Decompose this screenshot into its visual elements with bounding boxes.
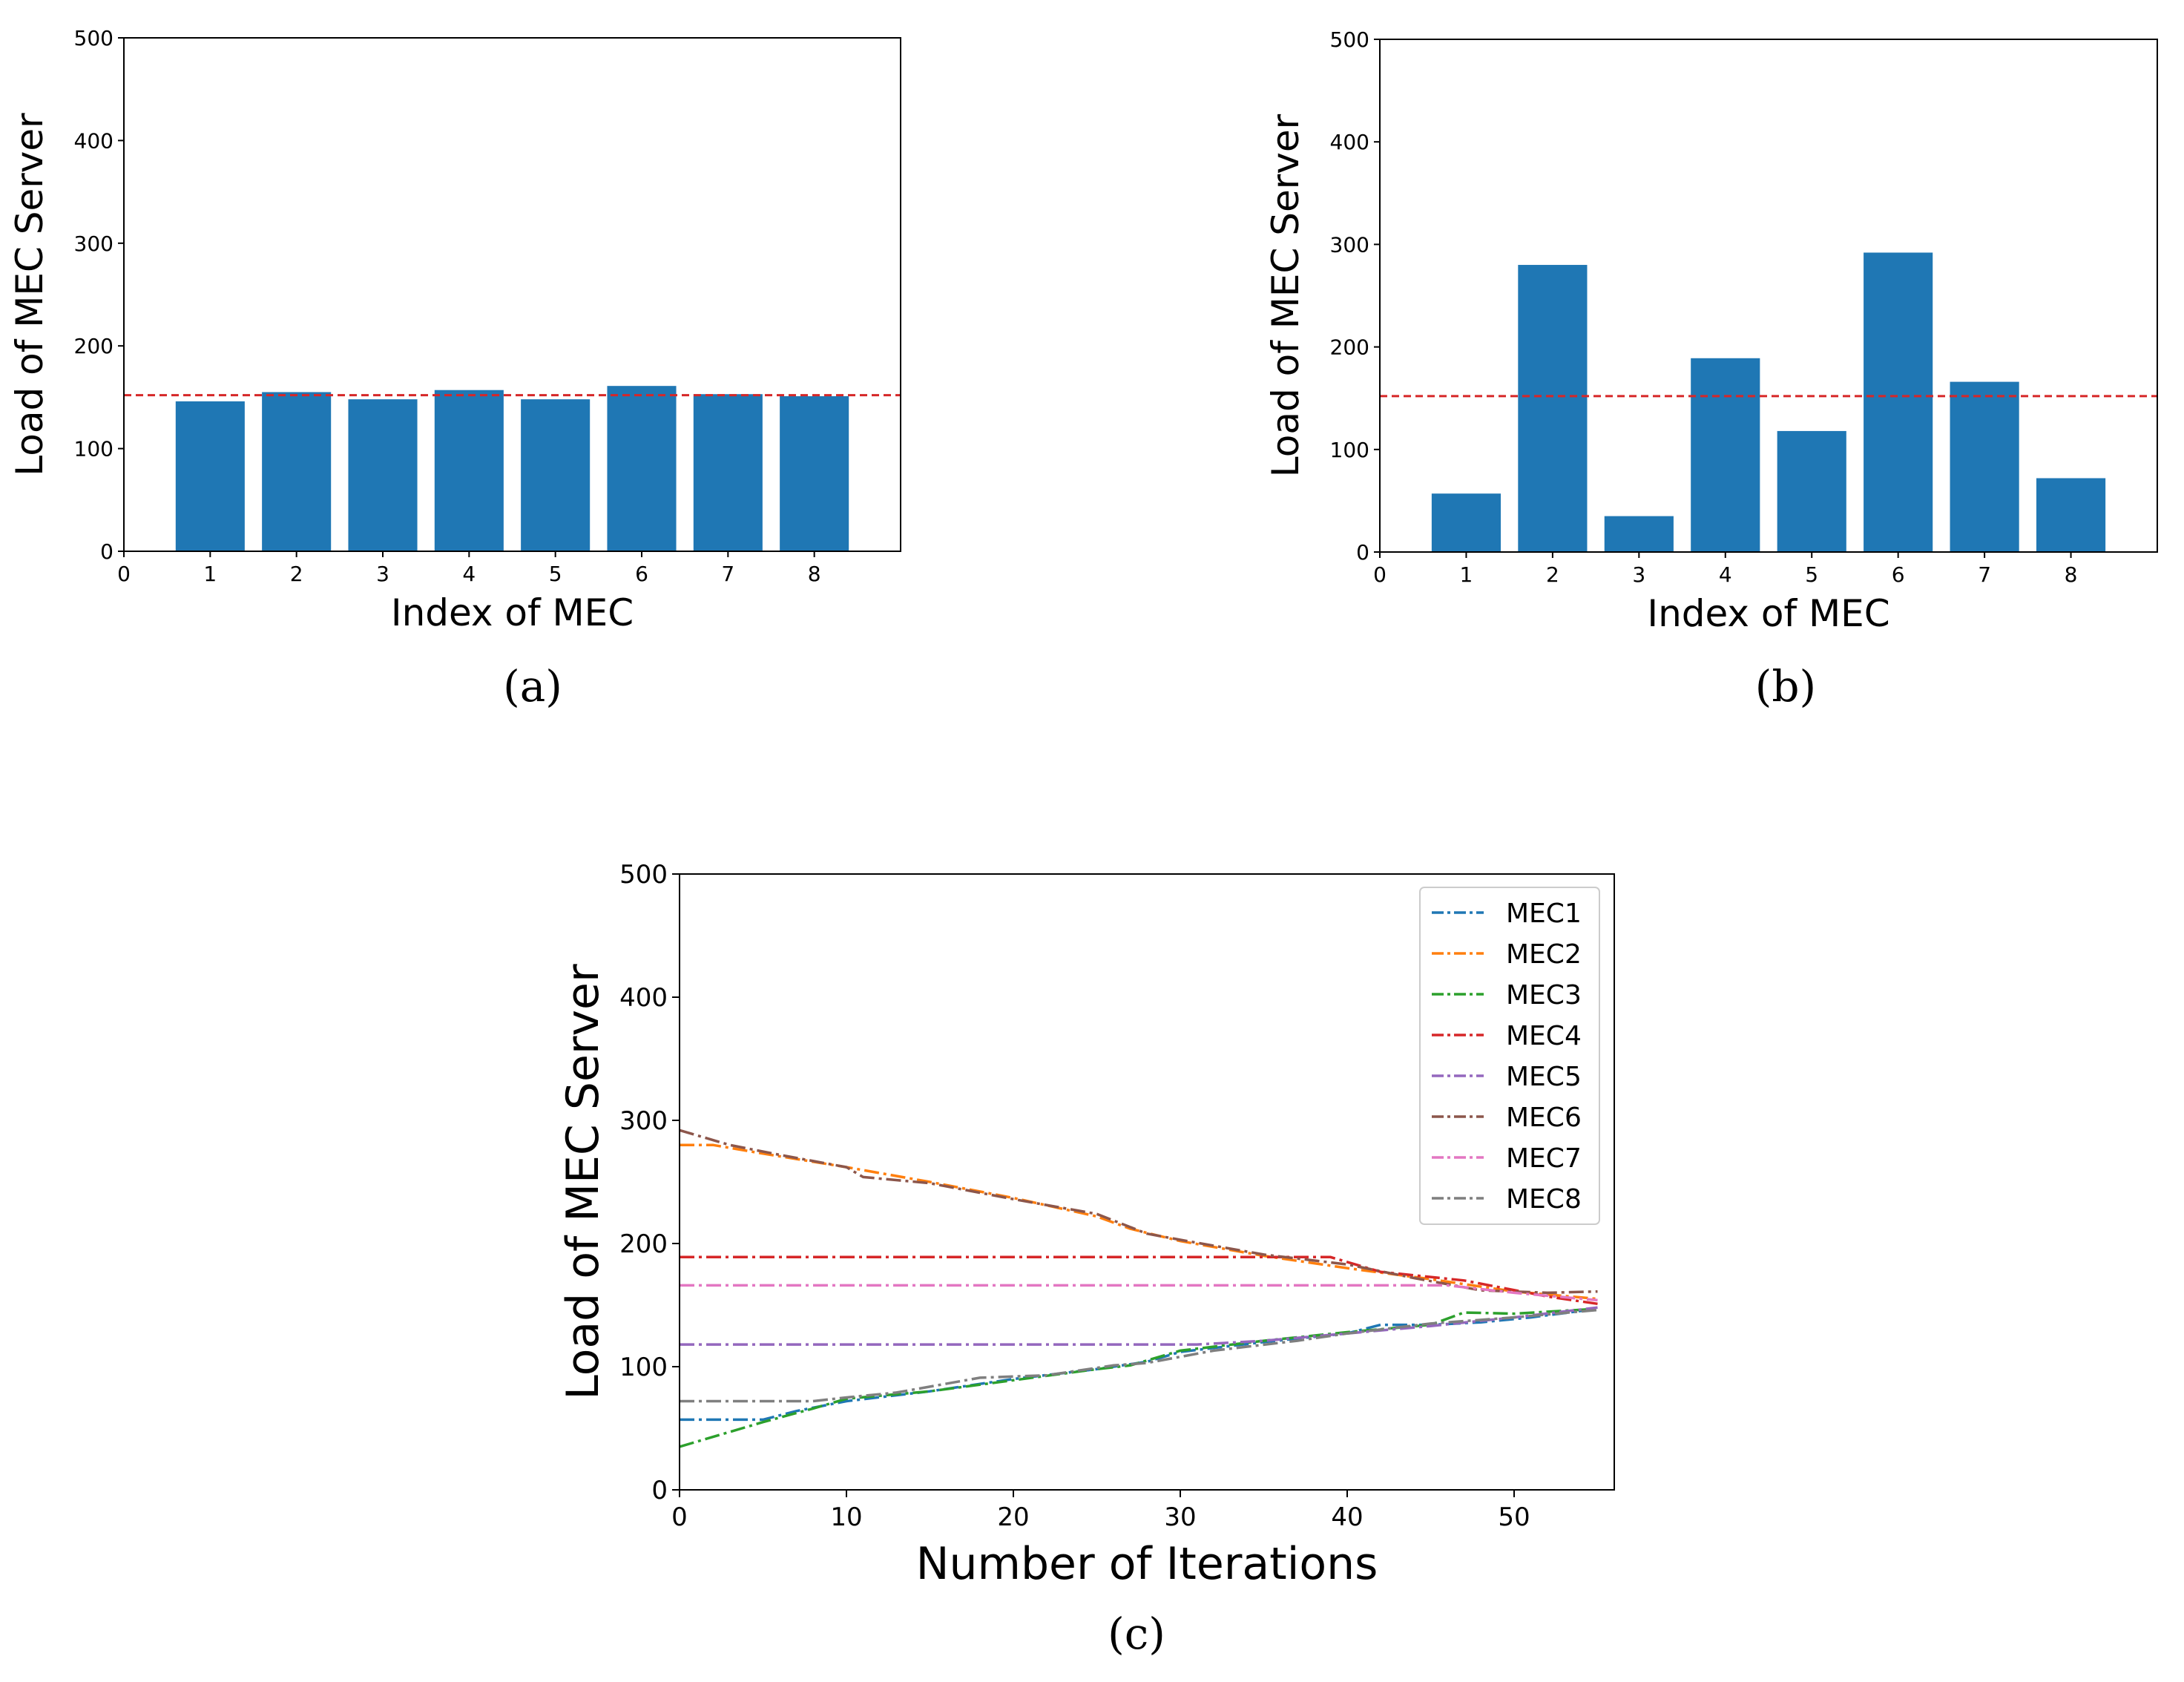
c-xtick-label: 10 — [830, 1502, 862, 1532]
b-xtick-label: 2 — [1546, 562, 1559, 587]
legend-label-mec2: MEC2 — [1506, 939, 1582, 970]
b-xtick-label: 4 — [1719, 562, 1732, 587]
caption-a: (a) — [503, 661, 562, 712]
b-xtick-label: 5 — [1805, 562, 1818, 587]
series-line-mec8 — [680, 1308, 1598, 1403]
c-legend: MEC1 MEC2 MEC3 MEC4 MEC5 MEC6 MEC7 MEC8 — [1419, 887, 1600, 1225]
b-bar-4 — [1691, 358, 1760, 552]
b-xtick-label: 7 — [1978, 562, 1991, 587]
c-ytick-label: 100 — [619, 1353, 668, 1382]
legend-label-mec7: MEC7 — [1506, 1143, 1582, 1174]
b-ytick-label: 400 — [1330, 130, 1369, 154]
a-xtick-label: 8 — [808, 562, 821, 586]
a-xtick-label: 4 — [462, 562, 476, 586]
legend-label-mec8: MEC8 — [1506, 1184, 1582, 1215]
a-bar-1 — [175, 401, 245, 551]
b-ytick-label: 0 — [1356, 540, 1369, 565]
a-xtick-label: 6 — [635, 562, 648, 586]
b-x-axis-label: Index of MEC — [1647, 592, 1889, 635]
c-xtick-label: 30 — [1164, 1502, 1196, 1532]
b-y-axis-label: Load of MEC Server — [1264, 114, 1307, 477]
a-bar-2 — [262, 392, 332, 551]
a-xtick-label: 5 — [549, 562, 562, 586]
b-ytick-label: 500 — [1330, 27, 1369, 52]
legend-label-mec4: MEC4 — [1506, 1021, 1582, 1051]
a-ytick-label: 300 — [74, 231, 114, 256]
series-line-mec7 — [680, 1284, 1598, 1302]
series-line-mec3 — [679, 1307, 1598, 1448]
legend-label-mec6: MEC6 — [1506, 1103, 1582, 1133]
panel-b-bar-chart: 0 100 200 300 400 500 0 1 2 3 4 5 6 7 8 Index of MEC Loa… — [1264, 27, 2158, 635]
c-x-axis-label: Number of Iterations — [916, 1538, 1378, 1590]
b-xtick-label: 3 — [1632, 562, 1645, 587]
legend-label-mec5: MEC5 — [1506, 1062, 1582, 1092]
a-bar-3 — [348, 399, 418, 551]
c-ytick-label: 500 — [619, 860, 668, 890]
b-bar-8 — [2036, 478, 2106, 552]
a-xtick-label: 3 — [376, 562, 389, 586]
b-xtick-label: 0 — [1373, 562, 1387, 587]
legend-label-mec3: MEC3 — [1506, 980, 1582, 1011]
c-plot-frame — [679, 873, 1615, 1491]
b-plot-frame — [1379, 39, 2158, 553]
a-ytick-label: 400 — [74, 128, 114, 153]
a-xtick-label: 2 — [290, 562, 303, 586]
a-bar-6 — [607, 386, 677, 551]
a-bar-7 — [693, 394, 763, 551]
b-bar-3 — [1604, 516, 1674, 552]
c-ytick-label: 0 — [651, 1476, 668, 1505]
a-ytick-label: 500 — [74, 26, 114, 50]
b-ytick-label: 100 — [1330, 438, 1369, 462]
c-xtick-label: 50 — [1498, 1502, 1530, 1532]
c-ytick-label: 200 — [619, 1229, 668, 1259]
b-xtick-label: 6 — [1892, 562, 1905, 587]
series-line-mec4 — [680, 1255, 1598, 1306]
b-bar-1 — [1431, 493, 1502, 552]
a-bar-5 — [521, 399, 591, 551]
b-xtick-label: 1 — [1460, 562, 1473, 587]
a-xtick-label: 0 — [117, 562, 131, 586]
b-xtick-label: 8 — [2065, 562, 2078, 587]
b-bar-6 — [1864, 252, 1933, 552]
a-x-axis-label: Index of MEC — [391, 591, 634, 634]
a-xtick-label: 1 — [203, 562, 217, 586]
panel-c-line-chart: 0 100 200 300 400 500 0 10 20 30 40 50 Number of Ite… — [557, 860, 1615, 1590]
a-bar-4 — [434, 390, 504, 551]
a-plot-frame — [123, 37, 901, 552]
c-y-axis-label: Load of MEC Server — [557, 964, 609, 1400]
caption-b: (b) — [1755, 661, 1816, 712]
c-legend-box — [1419, 887, 1600, 1225]
a-ytick-label: 200 — [74, 334, 114, 358]
b-bar-5 — [1777, 430, 1846, 552]
legend-label-mec1: MEC1 — [1506, 899, 1582, 929]
c-xtick-label: 40 — [1331, 1502, 1363, 1532]
b-bar-2 — [1518, 265, 1588, 552]
a-ytick-label: 0 — [100, 539, 114, 564]
c-xtick-label: 0 — [671, 1502, 688, 1532]
b-bar-7 — [1950, 381, 2019, 552]
c-xtick-label: 20 — [997, 1502, 1029, 1532]
c-ytick-label: 400 — [619, 983, 668, 1013]
a-ytick-label: 100 — [74, 437, 114, 461]
c-ytick-label: 300 — [619, 1106, 668, 1136]
caption-c: (c) — [1108, 1609, 1165, 1659]
b-ytick-label: 200 — [1330, 335, 1369, 360]
a-bar-8 — [780, 396, 849, 551]
a-y-axis-label: Load of MEC Server — [8, 113, 51, 476]
a-xtick-label: 7 — [721, 562, 734, 586]
b-ytick-label: 300 — [1330, 232, 1369, 257]
panel-a-bar-chart: 0 100 200 300 400 500 0 1 2 3 4 5 6 7 8 Index of MEC Loa… — [8, 26, 901, 634]
